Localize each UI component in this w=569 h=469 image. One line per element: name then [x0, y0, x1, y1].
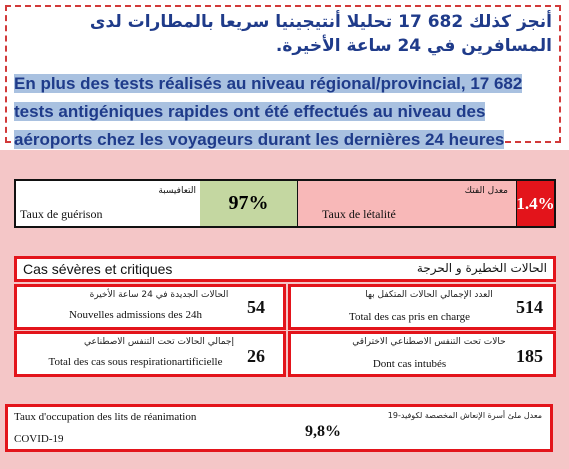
respiration-value: 26 — [247, 346, 265, 366]
new-admissions-label-fr: Nouvelles admissions des 24h — [69, 309, 202, 321]
intubated-value: 185 — [516, 346, 543, 366]
severe-cases-title-fr: Cas sévères et critiques — [23, 261, 173, 277]
new-admissions-card: الحالات الجديدة في 24 ساعة الأخيرة Nouve… — [14, 284, 286, 330]
total-in-charge-label-ar: العدد الإجمالي الحالات المتكفل بها — [365, 290, 493, 300]
lethality-value: 1.4% — [516, 181, 555, 226]
occupancy-value: 9,8% — [305, 423, 341, 440]
respiration-label-fr: Total des cas sous respirationartificiel… — [48, 356, 223, 368]
french-headline-text: En plus des tests réalisés au niveau rég… — [14, 74, 523, 149]
severe-cases-title-ar: الحالات الخطيرة و الحرجة — [416, 261, 547, 275]
intubated-label-ar: حالات تحت التنفس الاصطناعي الاختراقي — [352, 337, 506, 347]
recovery-value: 97% — [200, 181, 298, 226]
total-in-charge-label-fr: Total des cas pris en charge — [349, 311, 470, 323]
total-in-charge-value: 514 — [516, 297, 543, 317]
occupancy-label-ar: معدل ملئ أسرة الإنعاش المخصصة لكوفيد-19 — [387, 411, 542, 420]
recovery-label-fr: Taux de guérison — [20, 207, 103, 221]
intubated-card: حالات تحت التنفس الاصطناعي الاختراقي Don… — [288, 331, 556, 377]
new-admissions-value: 54 — [247, 297, 265, 317]
respiration-label-ar: إجمالي الحالات تحت التنفس الاصطناعي — [84, 337, 234, 347]
new-admissions-label-ar: الحالات الجديدة في 24 ساعة الأخيرة — [89, 290, 229, 300]
lethality-label-cell: معدل الفتك Taux de létalité — [298, 181, 516, 226]
respiration-card: إجمالي الحالات تحت التنفس الاصطناعي Tota… — [14, 331, 286, 377]
lethality-label-fr: Taux de létalité — [322, 207, 396, 221]
occupancy-label-fr-1: Taux d'occupation des lits de réanimatio… — [14, 411, 197, 423]
rates-row: التعافيسبة Taux de guérison 97% معدل الف… — [14, 179, 556, 228]
french-headline: En plus des tests réalisés au niveau rég… — [14, 70, 554, 154]
total-in-charge-card: العدد الإجمالي الحالات المتكفل بها Total… — [288, 284, 556, 330]
lethality-label-ar: معدل الفتك — [464, 186, 508, 196]
icu-occupancy-card: Taux d'occupation des lits de réanimatio… — [5, 404, 553, 452]
intubated-label-fr: Dont cas intubés — [372, 358, 447, 370]
severe-cases-header: Cas sévères et critiques الحالات الخطيرة… — [14, 256, 556, 282]
arabic-headline: أنجز كذلك 682 17 تحليلا أنتيجينيا سريعا … — [89, 12, 552, 56]
recovery-label-cell: التعافيسبة Taux de guérison — [16, 181, 200, 226]
recovery-label-ar: التعافيسبة — [158, 186, 196, 196]
occupancy-label-fr-2: COVID-19 — [14, 433, 64, 445]
